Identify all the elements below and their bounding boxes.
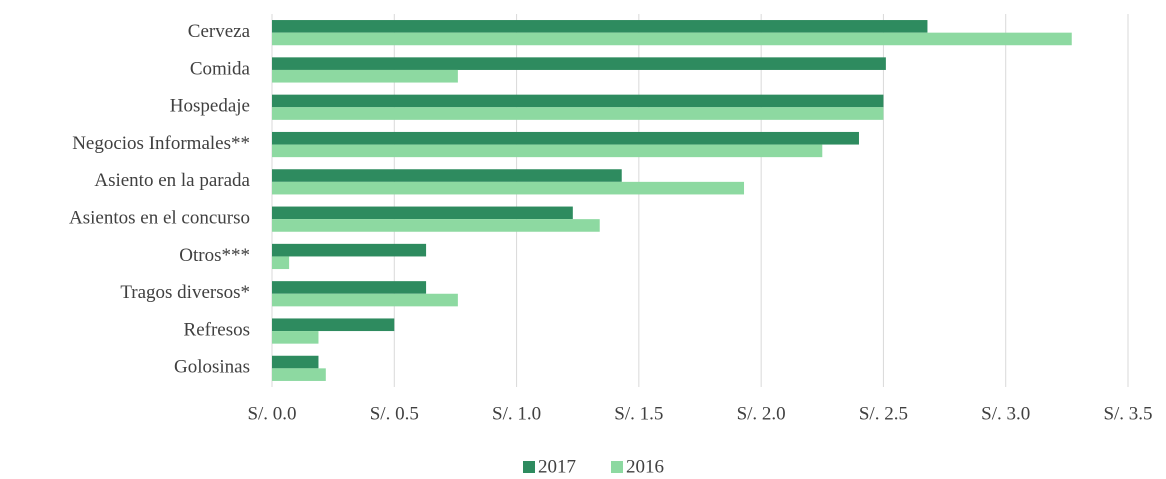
- bar: [272, 69, 458, 83]
- y-tick-label: Otros***: [179, 245, 250, 266]
- bar: [272, 131, 859, 145]
- bar: [272, 368, 326, 381]
- bar: [272, 219, 600, 232]
- x-tick-label: S/. 1.0: [492, 403, 541, 424]
- bar: [272, 293, 458, 307]
- y-tick-label: Tragos diversos*: [120, 282, 250, 303]
- bar: [272, 94, 884, 108]
- bar: [272, 107, 884, 120]
- bar: [272, 355, 319, 369]
- y-tick-label: Comida: [190, 58, 251, 79]
- y-tick-label: Asientos en el concurso: [69, 208, 250, 229]
- legend-label: 2016: [626, 456, 664, 477]
- bar: [272, 331, 319, 344]
- bar: [272, 144, 823, 158]
- bar: [272, 206, 573, 220]
- x-tick-label: S/. 3.5: [1103, 403, 1152, 424]
- x-tick-label: S/. 2.5: [859, 403, 908, 424]
- y-tick-label: Golosinas: [174, 357, 250, 378]
- x-tick-label: S/. 3.0: [981, 403, 1030, 424]
- bar: [272, 256, 290, 270]
- bar: [272, 57, 886, 70]
- bar: [272, 181, 745, 195]
- y-tick-label: Hospedaje: [170, 96, 250, 117]
- legend-label: 2017: [538, 456, 576, 477]
- y-tick-label: Negocios Informales**: [72, 133, 250, 154]
- legend-swatch: [523, 461, 535, 473]
- bar: [272, 243, 427, 257]
- x-tick-label: S/. 0.0: [247, 403, 296, 424]
- bar: [272, 169, 622, 182]
- y-tick-label: Asiento en la parada: [94, 170, 250, 191]
- x-tick-label: S/. 2.0: [737, 403, 786, 424]
- x-tick-label: S/. 1.5: [614, 403, 663, 424]
- y-tick-label: Cerveza: [188, 21, 251, 42]
- y-tick-label: Refresos: [184, 319, 250, 340]
- bar: [272, 20, 928, 33]
- bar: [272, 32, 1072, 46]
- bar: [272, 318, 395, 332]
- x-tick-label: S/. 0.5: [370, 403, 419, 424]
- bar: [272, 281, 427, 294]
- legend-swatch: [611, 461, 623, 473]
